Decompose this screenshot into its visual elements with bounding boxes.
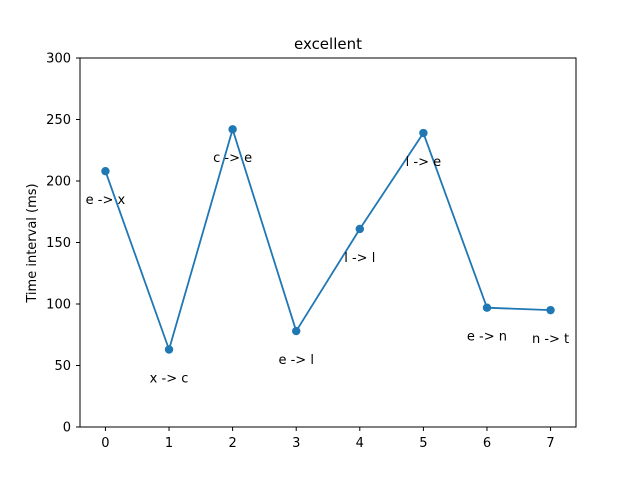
point-label: c -> e: [213, 151, 252, 166]
point-label: x -> c: [150, 371, 189, 386]
y-tick-label: 150: [46, 236, 71, 251]
data-point: [419, 128, 428, 138]
x-tick-label: 5: [419, 436, 427, 451]
point-label: e -> l: [278, 353, 313, 368]
plot-frame: [79, 57, 577, 428]
point-label: l -> e: [406, 155, 441, 170]
x-tick-label: 7: [546, 436, 554, 451]
series-line: [104, 128, 551, 351]
chart-title: excellent: [294, 35, 362, 53]
y-axis-label: Time interval (ms): [25, 183, 40, 303]
y-tick-label: 100: [46, 298, 71, 313]
data-point: [228, 125, 237, 134]
x-tick-label: 6: [483, 436, 491, 451]
point-label: n -> t: [532, 332, 569, 347]
x-tick-label: 4: [356, 436, 364, 451]
data-point: [101, 166, 110, 176]
x-tick-label: 3: [292, 436, 300, 451]
y-tick-label: 50: [54, 359, 71, 374]
data-point: [292, 326, 301, 336]
data-point: [164, 345, 174, 354]
y-tick-label: 0: [63, 421, 71, 436]
data-point: [355, 224, 364, 234]
x-tick-label: 0: [101, 436, 109, 451]
x-tick-label: 1: [165, 436, 173, 451]
point-label: e -> x: [86, 193, 126, 208]
point-label: e -> n: [467, 329, 507, 344]
data-point: [546, 305, 555, 315]
y-tick-label: 300: [46, 52, 71, 67]
y-tick-label: 250: [46, 113, 71, 128]
x-tick-label: 2: [228, 436, 236, 451]
y-tick-label: 200: [46, 175, 71, 190]
point-label: l -> l: [344, 251, 375, 266]
data-point: [482, 303, 492, 312]
